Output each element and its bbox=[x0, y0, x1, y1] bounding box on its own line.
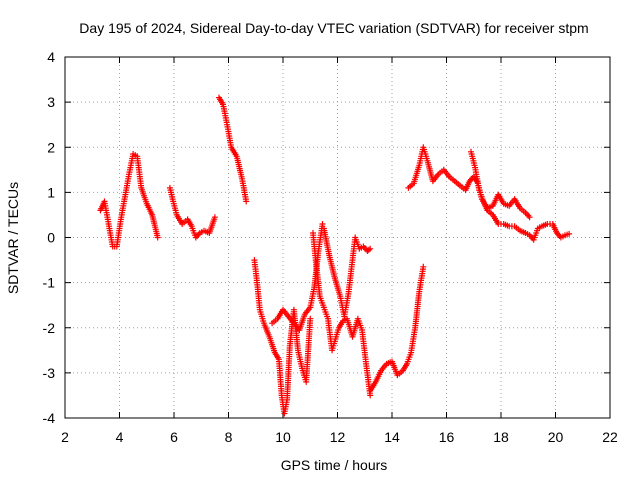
data-point bbox=[405, 144, 533, 221]
series-segment-10 bbox=[468, 148, 573, 243]
x-tick-label: 8 bbox=[225, 429, 233, 445]
y-axis-title: SDTVAR / TECUs bbox=[5, 182, 21, 294]
series-segment-2 bbox=[166, 184, 218, 241]
x-tick-label: 2 bbox=[61, 429, 69, 445]
y-tick-label: -4 bbox=[43, 410, 56, 426]
grid bbox=[65, 57, 610, 418]
series-segment-3 bbox=[216, 94, 250, 205]
x-tick-label: 10 bbox=[275, 429, 291, 445]
series-segment-7 bbox=[320, 225, 374, 320]
y-tick-labels: 4 3 2 1 0 -1 -2 -3 -4 bbox=[43, 49, 56, 426]
data-point bbox=[216, 94, 250, 205]
x-tick-label: 18 bbox=[493, 429, 509, 445]
x-tick-label: 4 bbox=[116, 429, 124, 445]
x-axis-title: GPS time / hours bbox=[281, 457, 388, 473]
y-tick-label: 2 bbox=[47, 139, 55, 155]
axis-ticks bbox=[64, 56, 611, 419]
y-tick-label: 3 bbox=[47, 94, 55, 110]
data-marks bbox=[97, 94, 573, 417]
x-tick-label: 12 bbox=[330, 429, 346, 445]
series-segment-9 bbox=[405, 144, 533, 221]
series-segment-1 bbox=[97, 151, 161, 250]
y-tick-label: -2 bbox=[43, 320, 56, 336]
y-tick-label: -1 bbox=[43, 275, 56, 291]
data-point bbox=[310, 230, 374, 399]
x-tick-labels: 2 4 6 8 10 12 14 16 18 20 22 bbox=[61, 429, 618, 445]
data-point bbox=[367, 263, 427, 394]
data-point bbox=[251, 257, 314, 417]
y-tick-label: 4 bbox=[47, 49, 55, 65]
x-tick-label: 14 bbox=[384, 429, 400, 445]
data-point bbox=[97, 151, 161, 250]
y-tick-label: -3 bbox=[43, 365, 56, 381]
data-point bbox=[320, 225, 374, 320]
series-segment-6 bbox=[310, 230, 374, 399]
y-tick-label: 1 bbox=[47, 184, 55, 200]
y-tick-label: 0 bbox=[47, 230, 55, 246]
x-tick-label: 6 bbox=[170, 429, 178, 445]
series-segment-4 bbox=[251, 257, 314, 417]
chart-title: Day 195 of 2024, Sidereal Day-to-day VTE… bbox=[79, 20, 588, 36]
x-tick-label: 16 bbox=[439, 429, 455, 445]
x-tick-label: 20 bbox=[548, 429, 564, 445]
series-segment-8 bbox=[367, 263, 427, 394]
x-tick-label: 22 bbox=[602, 429, 618, 445]
data-point bbox=[468, 148, 573, 243]
data-point bbox=[166, 184, 218, 241]
